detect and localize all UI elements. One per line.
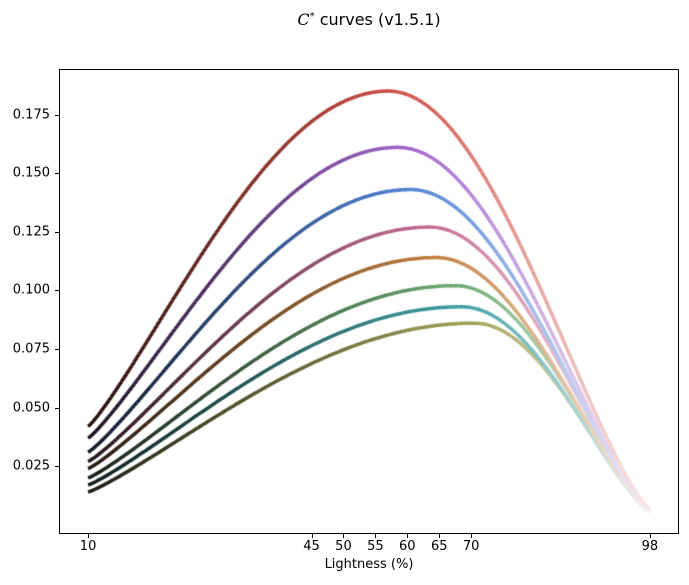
title-math-c: C	[297, 10, 310, 29]
y-tick-label: 0.125	[12, 224, 50, 240]
x-tick-mark	[439, 534, 441, 538]
x-tick-mark	[649, 534, 651, 538]
y-tick-label: 0.025	[12, 458, 50, 474]
y-tick-mark	[55, 231, 59, 233]
y-tick-label: 0.175	[12, 107, 50, 123]
x-tick-label: 10	[79, 539, 97, 554]
y-tick-label: 0.150	[12, 165, 50, 181]
x-tick-label: 45	[303, 539, 320, 554]
x-tick-mark	[88, 534, 90, 538]
y-tick-mark	[55, 173, 59, 175]
y-tick-label: 0.100	[12, 282, 50, 298]
y-tick-mark	[55, 407, 59, 409]
curves-canvas	[60, 70, 678, 533]
x-tick-mark	[343, 534, 345, 538]
y-tick-mark	[55, 114, 59, 116]
chart-title: C* curves (v1.5.1)	[60, 10, 678, 29]
y-tick-label: 0.075	[12, 341, 50, 357]
x-axis-label: Lightness (%)	[324, 557, 414, 572]
title-text: curves (v1.5.1)	[314, 10, 441, 29]
x-tick-label: 65	[430, 539, 448, 554]
title-superscript-star: *	[309, 11, 315, 22]
y-tick-mark	[55, 348, 59, 350]
x-tick-mark	[471, 534, 473, 538]
x-tick-label: 55	[367, 539, 384, 554]
x-tick-mark	[375, 534, 377, 538]
x-tick-mark	[407, 534, 409, 538]
x-tick-label: 50	[335, 539, 352, 554]
x-tick-label: 60	[399, 539, 416, 554]
y-tick-mark	[55, 466, 59, 468]
x-tick-label: 98	[641, 539, 659, 554]
y-tick-label: 0.050	[12, 400, 50, 416]
x-tick-label: 70	[462, 539, 480, 554]
x-tick-mark	[311, 534, 313, 538]
y-tick-mark	[55, 290, 59, 292]
